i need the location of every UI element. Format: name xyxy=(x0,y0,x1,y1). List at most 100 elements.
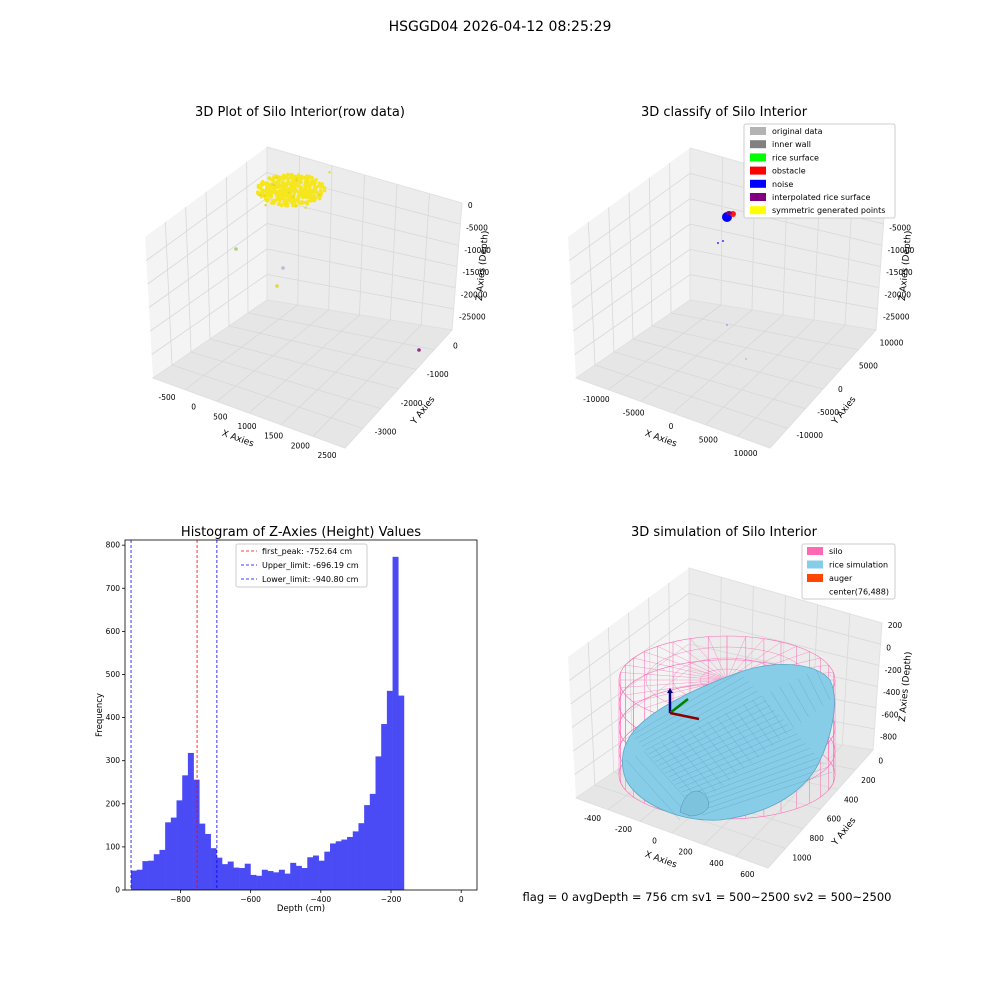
grid-line xyxy=(569,593,690,681)
x-tick-label: 0 xyxy=(669,422,674,431)
data-point xyxy=(284,182,289,187)
y-tick-label: 200 xyxy=(861,776,876,785)
noise-point xyxy=(717,242,719,244)
data-point xyxy=(277,194,281,198)
raw-data-right-pane xyxy=(266,146,463,331)
legend-swatch xyxy=(750,127,766,135)
histogram-bar xyxy=(131,870,138,890)
simulation-x-ticks: -400 -200 0 200 400 600 xyxy=(584,814,755,879)
simulation-legend: silo rice simulation auger center(76,488) xyxy=(801,543,896,600)
histogram-bar xyxy=(318,860,325,890)
data-point xyxy=(304,179,308,183)
z-tick-label: 0 xyxy=(886,644,891,653)
grid-line xyxy=(688,592,881,645)
mesh-line xyxy=(641,686,754,747)
legend-swatch xyxy=(750,140,766,149)
legend-swatch xyxy=(807,547,823,555)
mesh-line xyxy=(634,755,688,815)
data-point xyxy=(304,189,309,193)
mesh-line xyxy=(631,671,741,736)
x-tick-label: 200 xyxy=(678,848,693,857)
mesh-line xyxy=(695,762,824,808)
y-tick-label: 0 xyxy=(453,341,458,350)
data-point xyxy=(296,194,301,198)
x-tick-label: 600 xyxy=(740,870,755,879)
data-point xyxy=(264,190,269,194)
y-tick-label: 0 xyxy=(878,757,883,766)
data-point xyxy=(293,184,297,189)
mesh-line xyxy=(761,695,788,735)
raw-data-points xyxy=(234,171,421,352)
mesh-line xyxy=(635,676,745,739)
histogram-bar xyxy=(358,823,365,890)
histogram-bar xyxy=(392,556,399,890)
data-point xyxy=(258,193,262,197)
mesh-line xyxy=(788,682,809,718)
data-point xyxy=(256,185,261,190)
z-tick-label: -10000 xyxy=(888,246,915,255)
data-point xyxy=(272,198,276,203)
mesh-line xyxy=(685,748,811,797)
legend-label: Lower_limit: -940.80 cm xyxy=(262,575,359,584)
legend-label: noise xyxy=(772,180,793,189)
data-point xyxy=(304,176,308,180)
y-tick-label: 10000 xyxy=(880,339,904,348)
mesh-line xyxy=(655,705,771,762)
data-point xyxy=(296,200,301,204)
data-point xyxy=(287,191,290,194)
data-point xyxy=(304,206,307,209)
mesh-line xyxy=(645,690,758,751)
outlier-point xyxy=(281,266,285,270)
histogram-bars xyxy=(131,556,405,890)
y-tick-label: 400 xyxy=(844,795,859,804)
data-point xyxy=(317,183,321,188)
histogram-bar xyxy=(182,775,189,890)
legend-swatch xyxy=(750,206,766,215)
y-tick-label: -2000 xyxy=(401,399,423,408)
rice-simulation-surface xyxy=(622,664,835,821)
x-tick-label: 5000 xyxy=(699,435,718,444)
data-point xyxy=(290,185,295,190)
legend-swatch xyxy=(807,560,823,569)
data-point xyxy=(285,199,290,203)
mesh-line xyxy=(725,712,759,758)
grid-line xyxy=(146,172,268,261)
histogram-bar xyxy=(335,841,342,890)
z-tick-label: -20000 xyxy=(461,290,488,299)
legend-label: rice surface xyxy=(772,153,819,162)
x-tick-label: 1500 xyxy=(264,432,283,441)
data-point xyxy=(292,189,296,194)
legend-label: silo xyxy=(829,547,843,556)
legend-swatch xyxy=(750,153,766,162)
data-point xyxy=(313,180,317,185)
data-point xyxy=(271,183,274,186)
x-tick-label: -10000 xyxy=(583,395,610,404)
data-point xyxy=(275,190,280,195)
histogram-y-label: Frequency xyxy=(95,693,105,737)
data-point xyxy=(307,175,311,179)
data-point xyxy=(255,190,260,194)
data-point xyxy=(271,177,275,182)
histogram-bar xyxy=(193,779,200,890)
histogram-reference-lines xyxy=(130,540,218,890)
legend-label: original data xyxy=(772,127,823,136)
histogram-frame xyxy=(124,539,478,891)
z-tick-label: -5000 xyxy=(466,224,488,233)
z-tick-label: 200 xyxy=(888,621,903,630)
x-tick-label: 500 xyxy=(213,412,228,421)
histogram-bar xyxy=(261,869,268,890)
x-tick-label: 1000 xyxy=(237,422,256,431)
histogram-bar xyxy=(273,872,280,890)
data-point xyxy=(305,193,309,197)
legend-label: interpolated rice surface xyxy=(772,193,870,202)
histogram-bar xyxy=(301,868,308,890)
simulation-z-ticks: 200 0 -200 -400 -600 -800 xyxy=(880,621,902,741)
grid-line xyxy=(247,312,435,351)
y-tick-label: 800 xyxy=(106,541,121,550)
histogram-x-label: Depth (cm) xyxy=(277,904,325,914)
histogram-bar xyxy=(352,831,359,890)
classify-legend-box xyxy=(743,123,896,219)
noise-point xyxy=(745,358,747,360)
mesh-line xyxy=(668,724,789,778)
